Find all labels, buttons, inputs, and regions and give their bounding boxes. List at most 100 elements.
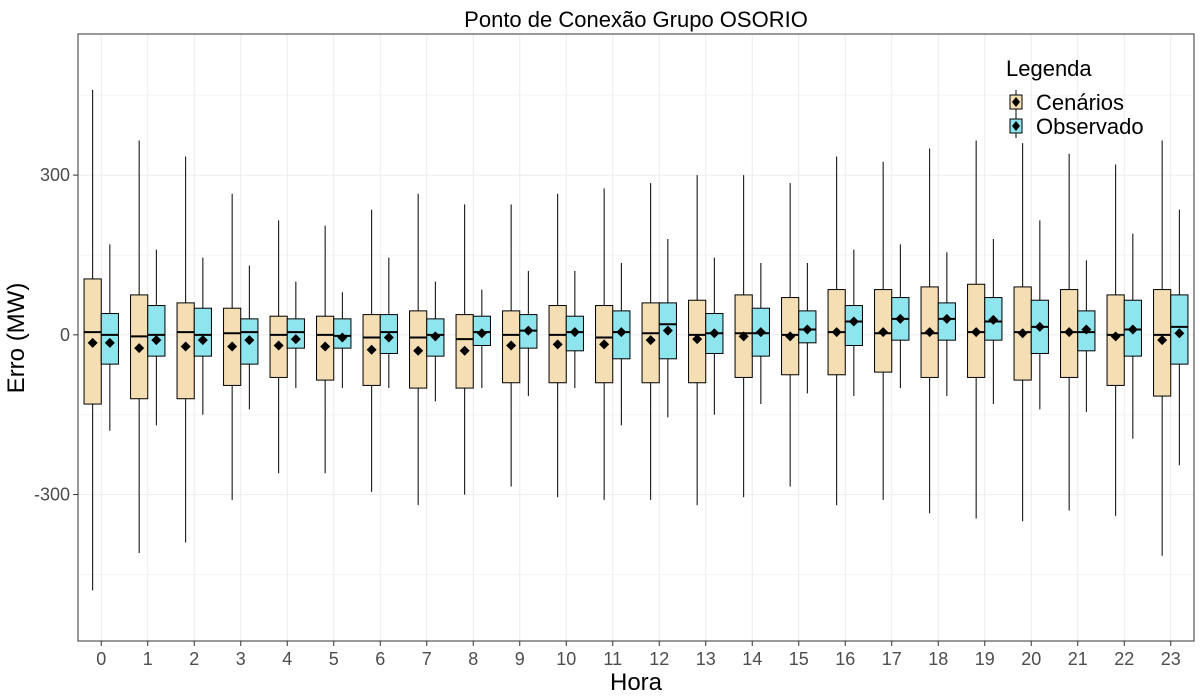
box-observado (519, 270, 538, 397)
y-axis: -300 0 300 (34, 165, 78, 505)
box-observado (100, 244, 119, 431)
mean-marker (337, 332, 348, 343)
x-tick-label: 17 (882, 649, 902, 669)
box-observado (937, 252, 956, 397)
y-tick-label: -300 (34, 485, 70, 505)
legend-title: Legenda (1006, 56, 1092, 81)
box-cenarios (409, 193, 428, 506)
y-axis-title: Erro (MW) (3, 283, 30, 394)
mean-marker (523, 325, 534, 336)
mean-marker (785, 331, 796, 342)
mean-marker (244, 335, 255, 346)
box-cenarios (688, 175, 707, 506)
mean-marker (662, 325, 673, 336)
box-cenarios (734, 175, 753, 498)
mean-marker (383, 332, 394, 343)
mean-marker (599, 339, 610, 350)
x-tick-label: 6 (375, 649, 385, 669)
mean-marker (180, 341, 191, 352)
legend-mean-marker (1012, 121, 1020, 131)
mean-marker (988, 314, 999, 325)
x-tick-label: 5 (329, 649, 339, 669)
x-tick-label: 0 (96, 649, 106, 669)
mean-marker (320, 341, 331, 352)
box-observado (379, 257, 398, 389)
mean-marker (1174, 328, 1185, 339)
box-observado (984, 238, 1003, 405)
mean-marker (1157, 335, 1168, 346)
box-observado (240, 265, 259, 410)
mean-marker (1064, 327, 1075, 338)
box-cenarios (920, 148, 939, 514)
box-observado (705, 257, 724, 415)
x-tick-label: 16 (835, 649, 855, 669)
mean-marker (1081, 324, 1092, 335)
box-cenarios (827, 156, 846, 506)
box-cenarios (1060, 153, 1079, 511)
mean-marker (197, 335, 208, 346)
box-body (286, 318, 305, 349)
box-observado (612, 262, 631, 426)
x-tick-label: 7 (422, 649, 432, 669)
box-cenarios (874, 161, 893, 500)
legend-label: Observado (1036, 114, 1144, 139)
box-observado (565, 270, 584, 389)
mean-marker (569, 327, 580, 338)
mean-marker (895, 313, 906, 324)
x-tick-label: 10 (556, 649, 576, 669)
mean-marker (616, 327, 627, 338)
box-cenarios (548, 193, 567, 498)
mean-marker (227, 341, 238, 352)
box-observado (1170, 209, 1189, 466)
x-axis: 0 1 2 3 4 5 6 7 8 9 10 11 12 13 14 15 16 17 18 19 20 21 22 23 (96, 641, 1181, 669)
mean-marker (430, 331, 441, 342)
box-observado (147, 249, 166, 426)
x-tick-label: 14 (742, 649, 762, 669)
box-observado (193, 257, 212, 415)
box-cenarios (781, 183, 800, 487)
box-cenarios (595, 188, 614, 500)
mean-marker (848, 316, 859, 327)
x-tick-label: 13 (696, 649, 716, 669)
mean-marker (1017, 328, 1028, 339)
x-tick-label: 23 (1161, 649, 1181, 669)
box-cenarios (83, 89, 102, 591)
x-tick-label: 18 (928, 649, 948, 669)
box-series (83, 89, 1189, 591)
x-axis-title: Hora (610, 669, 663, 696)
box-observado (844, 249, 863, 397)
x-tick-label: 12 (649, 649, 669, 669)
mean-marker (692, 334, 703, 345)
box-cenarios (967, 140, 986, 519)
box-observado (1030, 220, 1049, 410)
x-tick-label: 1 (143, 649, 153, 669)
mean-marker (709, 328, 720, 339)
box-cenarios (362, 209, 381, 492)
x-tick-label: 20 (1021, 649, 1041, 669)
mean-marker (476, 328, 487, 339)
box-cenarios (1106, 164, 1125, 516)
x-tick-label: 22 (1114, 649, 1134, 669)
box-observado (1123, 233, 1142, 439)
mean-marker (802, 324, 813, 335)
legend-label: Cenários (1036, 90, 1124, 115)
mean-marker (151, 335, 162, 346)
box-observado (333, 292, 352, 389)
mean-marker (87, 337, 98, 348)
mean-marker (971, 327, 982, 338)
mean-marker (506, 340, 517, 351)
x-tick-label: 9 (515, 649, 525, 669)
legend-item: Observado (1009, 114, 1144, 139)
legend-item: Cenários (1009, 90, 1124, 115)
mean-marker (878, 327, 889, 338)
box-observado (751, 262, 770, 405)
x-tick-label: 11 (603, 649, 622, 669)
mean-marker (366, 344, 377, 355)
mean-marker (1110, 331, 1121, 342)
mean-marker (924, 327, 935, 338)
box-observado (286, 281, 305, 389)
box-observado (472, 289, 491, 389)
mean-marker (104, 337, 115, 348)
y-tick-label: 300 (40, 165, 70, 185)
